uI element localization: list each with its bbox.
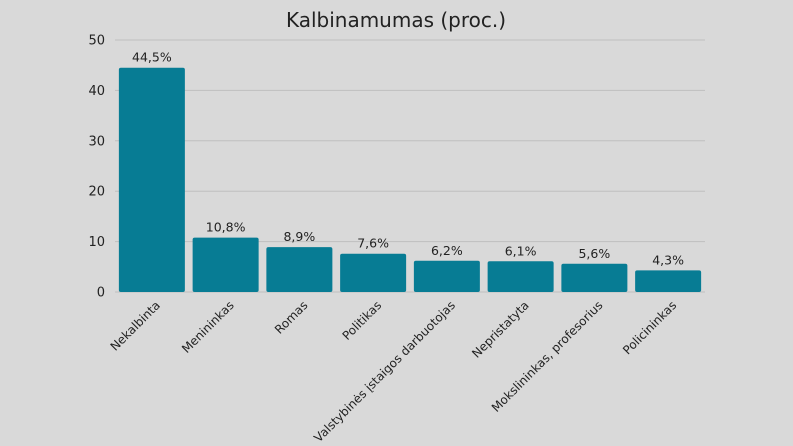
y-tick-label: 0 — [97, 286, 105, 301]
y-tick-label: 30 — [88, 134, 105, 149]
y-tick-label: 10 — [88, 235, 105, 250]
data-label: 5,6% — [578, 246, 610, 261]
bar — [635, 270, 702, 292]
data-label: 8,9% — [283, 229, 315, 244]
bar — [561, 263, 628, 292]
x-tick-label: Valstybinės įstaigos darbuotojas — [311, 298, 458, 445]
x-tick-label: Politikas — [340, 298, 385, 343]
bar — [340, 253, 407, 292]
y-tick-label: 40 — [88, 84, 105, 99]
y-axis-ticks: 0 10 20 30 40 50 — [88, 34, 105, 301]
bars — [118, 67, 702, 292]
bar — [266, 247, 333, 292]
data-label: 10,8% — [206, 220, 246, 235]
data-label: 44,5% — [132, 50, 172, 65]
bar — [487, 261, 554, 292]
chart-title: Kalbinamumas (proc.) — [286, 8, 506, 32]
x-tick-label: Romas — [272, 298, 310, 336]
data-label: 4,3% — [652, 252, 684, 267]
y-tick-label: 20 — [88, 185, 105, 200]
data-label: 6,1% — [505, 243, 537, 258]
data-label: 6,2% — [431, 243, 463, 258]
x-axis-labels: Nekalbinta Menininkas Romas PolitikasValsty… — [108, 298, 680, 445]
bar — [118, 67, 185, 292]
x-tick-label: Menininkas — [179, 298, 237, 356]
x-tick-label: Policininkas — [620, 298, 679, 357]
data-label: 7,6% — [357, 236, 389, 251]
bar — [192, 237, 259, 292]
x-tick-label: Nepristatyta — [469, 298, 532, 361]
bar — [413, 260, 480, 292]
y-tick-label: 50 — [88, 34, 105, 49]
x-tick-label: Nekalbinta — [108, 298, 163, 353]
data-labels: 44,5% 10,8% 8,9% 7,6% 6,2% 6,1% 5,6% 4,3% — [132, 50, 684, 268]
